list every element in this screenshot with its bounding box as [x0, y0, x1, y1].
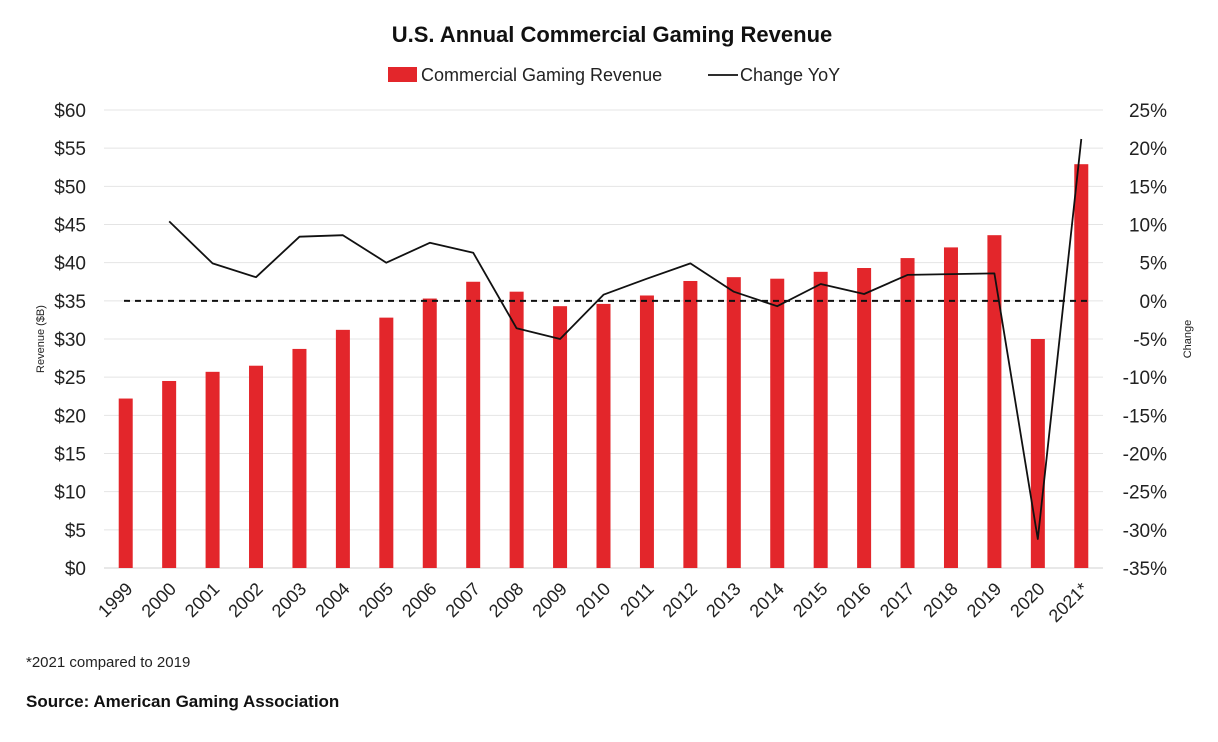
legend-swatch-revenue	[388, 67, 417, 82]
bar-2016	[857, 268, 872, 568]
y2-axis-title: Change	[1182, 320, 1194, 359]
x-tick-label: 2005	[355, 579, 397, 621]
bar-2004	[335, 329, 350, 568]
x-tick-label: 2000	[138, 579, 180, 621]
y-tick-label: $25	[54, 368, 86, 389]
y-axis-title: Revenue ($B)	[35, 305, 47, 373]
legend-label-revenue: Commercial Gaming Revenue	[421, 65, 662, 85]
bar-2001	[205, 371, 220, 568]
x-axis-ticks: 1999 2000 2001 2002 2003 2004 2005 2006 2007 2008…	[94, 579, 1092, 626]
y2-tick-label: 5%	[1140, 254, 1168, 275]
y-tick-label: $40	[54, 254, 86, 275]
y2-tick-label: 0%	[1140, 292, 1168, 313]
x-tick-label: 2016	[832, 579, 874, 621]
bar-2006	[422, 298, 437, 568]
x-tick-label: 2013	[702, 579, 744, 621]
y-tick-label: $15	[54, 445, 86, 466]
x-tick-label: 2008	[485, 579, 527, 621]
x-tick-label: 2010	[572, 579, 614, 621]
bar-2003	[292, 348, 307, 568]
source-credit: Source: American Gaming Association	[26, 692, 340, 711]
legend: Commercial Gaming Revenue Change YoY	[388, 65, 840, 85]
bar-2002	[249, 365, 264, 568]
bar-2019	[987, 235, 1002, 569]
x-tick-label: 2019	[963, 579, 1005, 621]
x-tick-label: 2014	[746, 579, 788, 621]
bar-2009	[553, 306, 568, 568]
bar-2021*	[1074, 164, 1089, 569]
y-tick-label: $45	[54, 216, 86, 237]
chart-title: U.S. Annual Commercial Gaming Revenue	[392, 22, 833, 47]
bar-2018	[943, 247, 958, 568]
x-tick-label: 2009	[528, 579, 570, 621]
y-tick-label: $20	[54, 406, 86, 427]
y-tick-label: $5	[65, 521, 86, 542]
y2-tick-label: -35%	[1123, 559, 1167, 580]
x-tick-label: 2002	[224, 579, 266, 621]
x-tick-label: 2021*	[1045, 579, 1092, 626]
bar-2013	[726, 277, 741, 568]
bar-2000	[162, 380, 177, 568]
y-tick-label: $35	[54, 292, 86, 313]
x-tick-label: 2012	[659, 579, 701, 621]
x-tick-label: 2003	[268, 579, 310, 621]
y-tick-label: $55	[54, 139, 86, 160]
change-yoy-line	[168, 138, 1083, 540]
y-tick-label: $50	[54, 177, 86, 198]
y2-tick-label: 15%	[1129, 177, 1167, 198]
x-tick-label: 2006	[398, 579, 440, 621]
x-tick-label: 2015	[789, 579, 831, 621]
x-tick-label: 2020	[1006, 579, 1048, 621]
bar-2011	[639, 295, 654, 568]
left-axis-ticks: $0 $5 $10 $15 $20 $25 $30 $35 $40 $45 $50 $55 $60	[54, 101, 86, 580]
bar-2017	[900, 258, 915, 568]
bar-2007	[466, 281, 481, 568]
bar-1999	[118, 398, 133, 568]
x-tick-label: 2004	[311, 579, 353, 621]
y-tick-label: $60	[54, 101, 86, 122]
footnote: *2021 compared to 2019	[26, 654, 191, 671]
x-tick-label: 2017	[876, 579, 918, 621]
y-tick-label: $0	[65, 559, 86, 580]
bar-2008	[509, 291, 524, 568]
y2-tick-label: 20%	[1129, 139, 1167, 160]
x-tick-label: 2007	[442, 579, 484, 621]
y2-tick-label: -30%	[1123, 521, 1167, 542]
bar-2015	[813, 271, 828, 568]
y2-tick-label: -15%	[1123, 406, 1167, 427]
bar-2005	[379, 317, 394, 568]
y2-tick-label: -25%	[1123, 483, 1167, 504]
right-axis-ticks: -35% -30% -25% -20% -15% -10% -5% 0% 5% 10% 15% 20%…	[1123, 101, 1167, 580]
x-tick-label: 2011	[616, 579, 658, 621]
legend-label-change: Change YoY	[740, 65, 840, 85]
x-tick-label: 2018	[919, 579, 961, 621]
y2-tick-label: -10%	[1123, 368, 1167, 389]
bar-2014	[770, 278, 785, 568]
y2-tick-label: 25%	[1129, 101, 1167, 122]
y-tick-label: $30	[54, 330, 86, 351]
bar-2010	[596, 303, 611, 568]
x-tick-label: 1999	[94, 579, 136, 621]
x-tick-label: 2001	[181, 579, 223, 621]
bar-2012	[683, 280, 698, 568]
y-tick-label: $10	[54, 483, 86, 504]
y2-tick-label: -5%	[1133, 330, 1167, 351]
y2-tick-label: -20%	[1123, 445, 1167, 466]
y2-tick-label: 10%	[1129, 216, 1167, 237]
